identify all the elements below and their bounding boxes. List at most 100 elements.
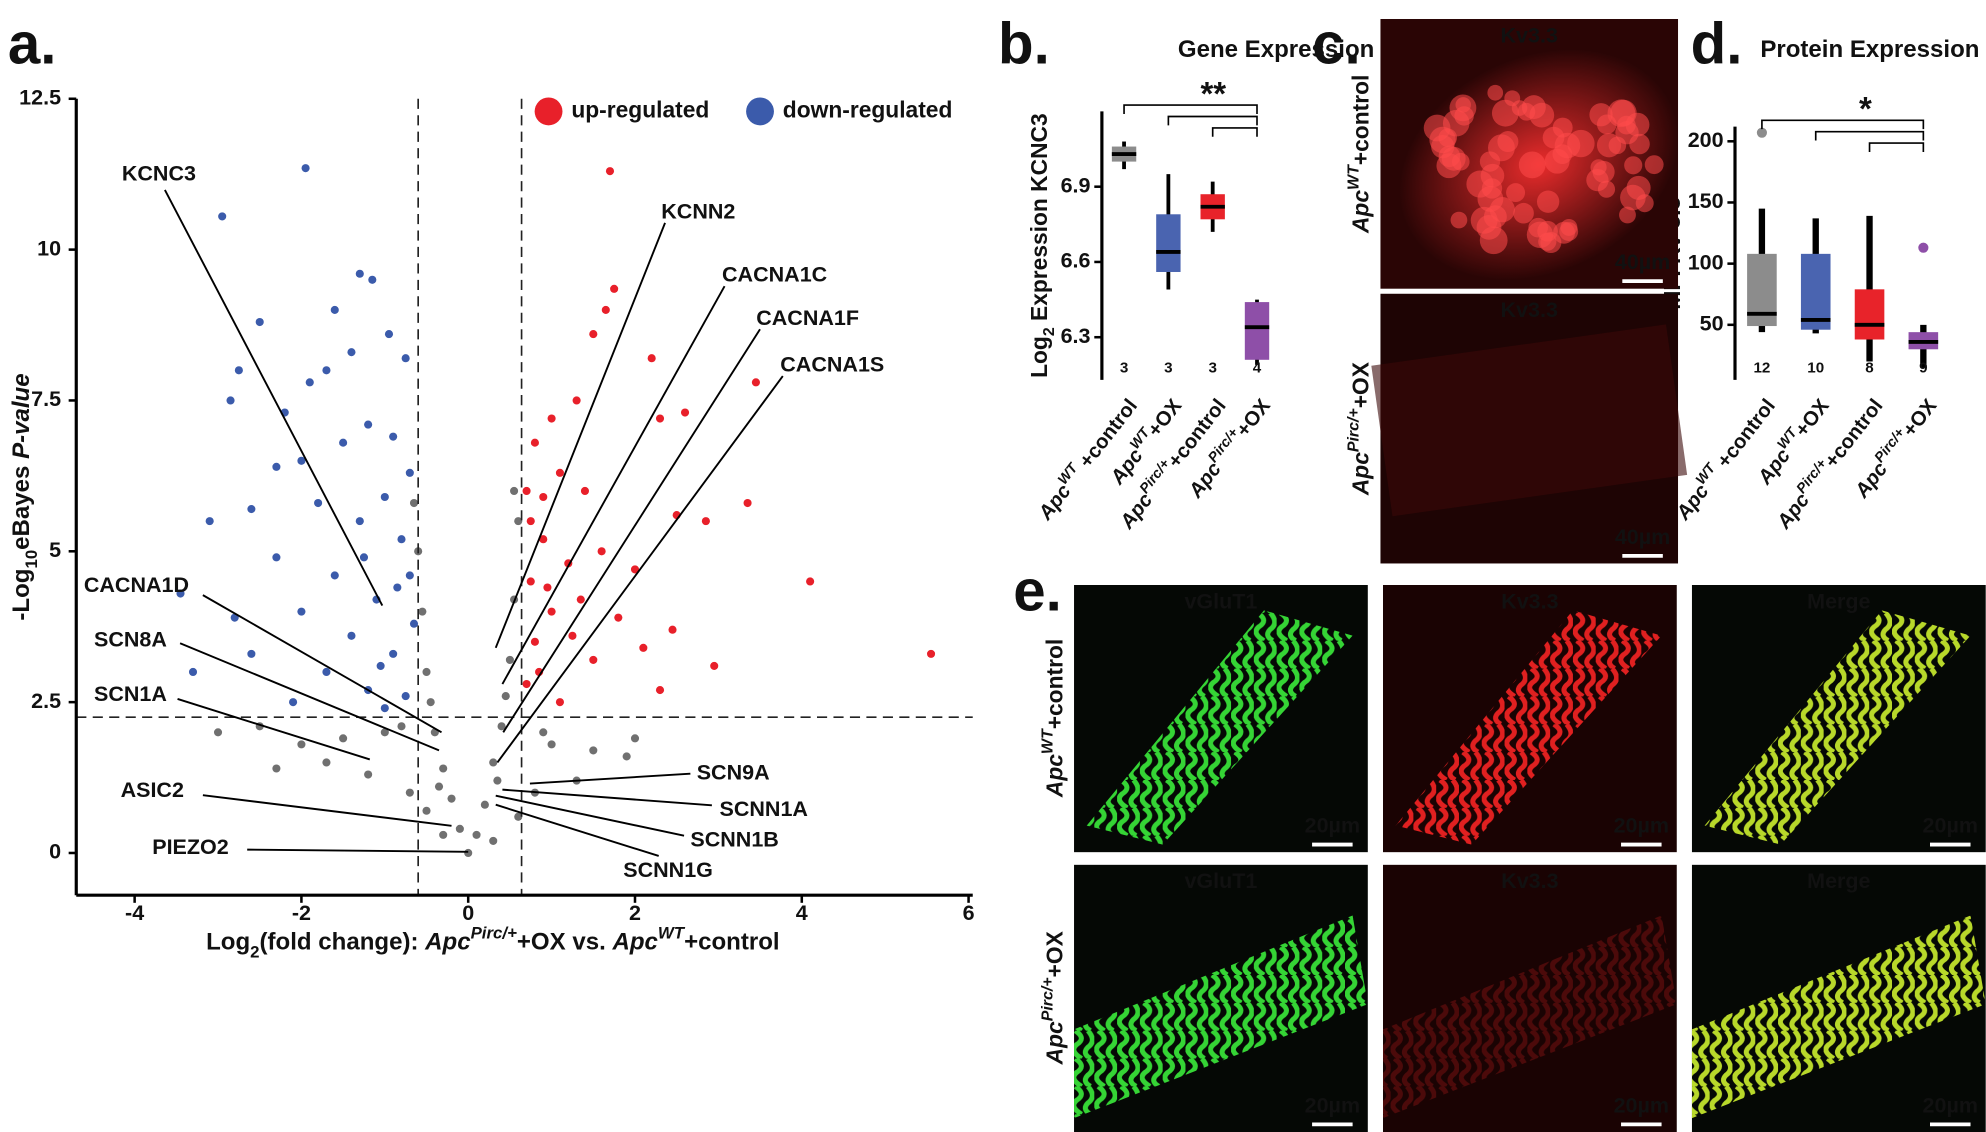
point <box>464 848 473 858</box>
point <box>472 830 481 839</box>
y-tick-label: 100 <box>1688 250 1724 274</box>
n-label: 3 <box>1208 359 1216 376</box>
row-label: ApcPirc/++OX <box>1345 362 1373 496</box>
cell <box>1629 133 1650 155</box>
y-tick-label: 150 <box>1688 189 1724 213</box>
point <box>589 655 598 664</box>
point <box>555 698 564 707</box>
annotation: CACNA1D <box>84 573 189 597</box>
annotation: PIEZO2 <box>152 835 229 859</box>
box <box>1854 289 1885 340</box>
cell <box>1624 156 1643 175</box>
scale-bar-label: 20µm <box>1305 814 1360 838</box>
significance-bracket <box>1211 127 1258 137</box>
point <box>397 722 406 731</box>
text-part: Expression KCNC3 <box>1026 113 1052 327</box>
point <box>188 667 198 677</box>
cell <box>1597 180 1616 198</box>
tissue <box>1074 915 1368 1119</box>
scale-bar-label: 40µm <box>1615 250 1670 274</box>
point <box>547 414 556 423</box>
point <box>314 498 323 508</box>
text-part: WT <box>658 923 686 942</box>
point <box>601 305 610 314</box>
cell <box>1529 102 1555 128</box>
text-part: Apc <box>424 929 471 956</box>
point <box>555 468 564 477</box>
x-tick-label: -4 <box>125 901 144 925</box>
point <box>530 438 539 447</box>
point <box>610 284 619 293</box>
point <box>205 517 214 526</box>
text-part: (fold change): <box>260 929 426 956</box>
channel-label: Kv3.3 <box>1501 298 1558 322</box>
cell <box>1518 151 1546 179</box>
point <box>539 535 548 544</box>
point <box>514 812 523 821</box>
cell <box>1536 190 1560 213</box>
x-axis-title: Log2(fold change): ApcPirc/++OX vs. ApcW… <box>206 923 780 961</box>
y-tick-label: 6.9 <box>1061 173 1091 197</box>
point <box>576 595 585 604</box>
tissue <box>1691 915 1986 1119</box>
y-tick-label: 6.6 <box>1061 249 1091 273</box>
significance-bracket <box>1123 104 1258 114</box>
point <box>355 517 364 526</box>
point <box>926 649 936 658</box>
point <box>409 498 419 508</box>
point <box>655 414 665 423</box>
text-part: Apc <box>1773 490 1815 534</box>
point <box>501 692 510 701</box>
cell <box>1625 112 1650 137</box>
point <box>426 698 435 707</box>
text-part: P-value <box>8 373 35 459</box>
cell <box>1442 109 1470 137</box>
legend-label: down-regulated <box>783 96 953 122</box>
cell <box>1620 184 1646 211</box>
cell <box>1596 114 1617 135</box>
point <box>605 167 615 176</box>
point <box>439 764 448 773</box>
panel-label: b. <box>998 12 1050 77</box>
panel-label: c. <box>1312 12 1361 77</box>
panel-label: d. <box>1691 12 1743 77</box>
significance: ** <box>1201 75 1227 112</box>
point <box>526 517 535 526</box>
point <box>255 317 264 327</box>
point <box>380 728 389 737</box>
chart-title: Protein Expression <box>1760 36 1979 63</box>
point <box>806 577 815 586</box>
point <box>526 577 535 586</box>
point <box>522 486 531 496</box>
y-tick-label: 12.5 <box>19 85 61 109</box>
point <box>439 830 448 839</box>
cell <box>1489 197 1515 223</box>
cell <box>1567 129 1595 158</box>
y-tick-label: 10 <box>37 236 61 260</box>
point <box>397 535 406 544</box>
point <box>297 740 306 749</box>
point <box>401 692 410 701</box>
annotation: KCNC3 <box>122 161 196 185</box>
point <box>539 728 548 737</box>
point <box>751 378 760 387</box>
n-label: 3 <box>1120 359 1128 376</box>
significance-bracket <box>1167 115 1258 126</box>
box <box>1156 214 1181 272</box>
point <box>176 589 185 598</box>
text-part: Apc <box>1348 190 1374 234</box>
text-part: WT <box>1039 728 1056 754</box>
y-tick-label: 6.3 <box>1061 324 1091 348</box>
point <box>568 631 577 640</box>
annotation-line <box>247 848 469 853</box>
point <box>710 661 719 670</box>
scale-bar-label: 20µm <box>1614 814 1669 838</box>
text-part: Apc <box>1041 1021 1067 1065</box>
annotation-line <box>496 375 784 764</box>
point <box>364 770 373 779</box>
scale-bar-label: 40µm <box>1615 525 1670 549</box>
annotation-line <box>202 794 452 827</box>
text-part: Apc <box>1184 459 1226 503</box>
annotation-line <box>202 594 442 734</box>
cell <box>1438 145 1461 168</box>
